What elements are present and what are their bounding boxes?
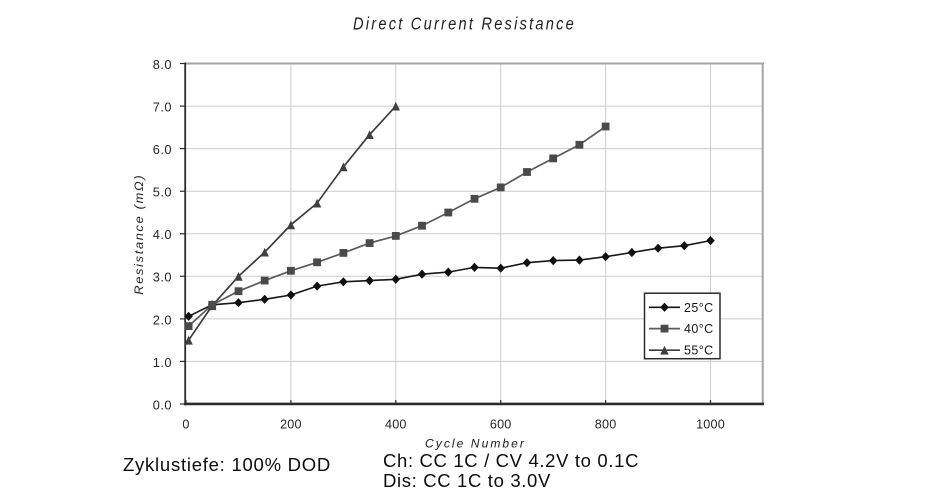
svg-text:55°C: 55°C [684, 344, 714, 358]
svg-text:6.0: 6.0 [153, 142, 172, 157]
svg-text:200: 200 [280, 418, 302, 432]
svg-text:7.0: 7.0 [153, 100, 172, 115]
svg-text:1000: 1000 [696, 418, 725, 432]
svg-text:Direct Current Resistance: Direct Current Resistance [353, 14, 576, 34]
svg-text:3.0: 3.0 [153, 270, 172, 285]
svg-text:25°C: 25°C [684, 301, 714, 315]
svg-text:600: 600 [490, 418, 512, 432]
svg-text:40°C: 40°C [684, 322, 714, 336]
svg-text:0: 0 [182, 418, 189, 432]
svg-text:400: 400 [385, 418, 407, 432]
svg-text:4.0: 4.0 [153, 227, 172, 242]
svg-text:5.0: 5.0 [153, 185, 172, 200]
svg-text:Resistance (mΩ): Resistance (mΩ) [132, 174, 146, 295]
svg-text:0.0: 0.0 [153, 397, 172, 412]
svg-text:2.0: 2.0 [153, 312, 172, 327]
svg-text:800: 800 [595, 418, 617, 432]
svg-text:1.0: 1.0 [153, 355, 172, 370]
svg-text:8.0: 8.0 [153, 57, 172, 72]
svg-text:Cycle Number: Cycle Number [425, 437, 526, 451]
